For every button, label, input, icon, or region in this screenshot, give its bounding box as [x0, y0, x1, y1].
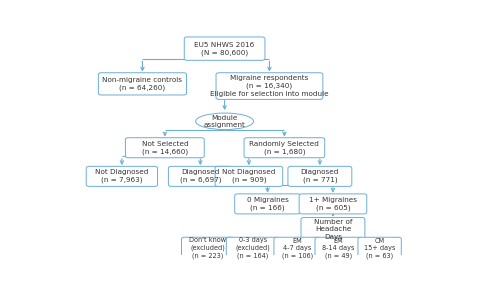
FancyBboxPatch shape: [301, 218, 365, 241]
Text: 0 Migraines
(n = 166): 0 Migraines (n = 166): [247, 197, 289, 211]
Text: 0-3 days
(excluded)
(n = 164): 0-3 days (excluded) (n = 164): [235, 237, 270, 259]
FancyBboxPatch shape: [216, 73, 323, 100]
FancyBboxPatch shape: [235, 194, 300, 214]
Text: Migraine respondents
(n = 16,340)
Eligible for selection into module: Migraine respondents (n = 16,340) Eligib…: [210, 75, 329, 97]
FancyBboxPatch shape: [274, 237, 321, 259]
Text: EU5 NHWS 2016
(N = 80,600): EU5 NHWS 2016 (N = 80,600): [194, 42, 254, 56]
Text: Not Diagnosed
(n = 7,963): Not Diagnosed (n = 7,963): [95, 169, 148, 183]
Text: Not Diagnosed
(n = 909): Not Diagnosed (n = 909): [222, 169, 276, 183]
FancyBboxPatch shape: [168, 166, 232, 186]
Text: Non-migraine controls
(n = 64,260): Non-migraine controls (n = 64,260): [103, 77, 182, 91]
Text: Diagnosed
(n = 771): Diagnosed (n = 771): [301, 169, 339, 183]
FancyBboxPatch shape: [184, 37, 265, 60]
Text: Randomly Selected
(n = 1,680): Randomly Selected (n = 1,680): [250, 141, 319, 155]
FancyBboxPatch shape: [315, 237, 362, 259]
Text: Not Selected
(n = 14,660): Not Selected (n = 14,660): [142, 141, 188, 155]
Text: Diagnosed
(n = 6,697): Diagnosed (n = 6,697): [180, 169, 221, 183]
Text: Module
assignment: Module assignment: [204, 115, 245, 128]
Text: Number of
Headache
Days: Number of Headache Days: [314, 219, 352, 240]
Text: EM
4-7 days
(n = 106): EM 4-7 days (n = 106): [282, 238, 313, 259]
FancyBboxPatch shape: [358, 237, 402, 259]
Text: Don't know
(excluded)
(n = 223): Don't know (excluded) (n = 223): [189, 237, 227, 259]
Text: CM
15+ days
(n = 63): CM 15+ days (n = 63): [364, 238, 395, 259]
Text: 1+ Migraines
(n = 605): 1+ Migraines (n = 605): [309, 197, 357, 211]
Ellipse shape: [196, 113, 254, 130]
FancyBboxPatch shape: [98, 73, 187, 95]
FancyBboxPatch shape: [288, 166, 352, 186]
FancyBboxPatch shape: [244, 138, 325, 158]
FancyBboxPatch shape: [215, 166, 283, 186]
FancyBboxPatch shape: [299, 194, 367, 214]
FancyBboxPatch shape: [181, 237, 234, 259]
FancyBboxPatch shape: [86, 166, 158, 186]
FancyBboxPatch shape: [226, 237, 279, 259]
Text: EM
8-14 days
(n = 49): EM 8-14 days (n = 49): [322, 238, 355, 259]
FancyBboxPatch shape: [125, 138, 204, 158]
